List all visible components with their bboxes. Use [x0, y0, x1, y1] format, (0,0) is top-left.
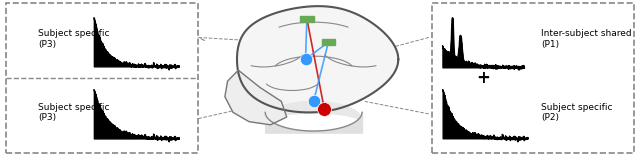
Text: +: +	[476, 69, 490, 87]
Polygon shape	[225, 70, 287, 125]
FancyBboxPatch shape	[6, 3, 198, 153]
Text: Inter-subject shared
(P1): Inter-subject shared (P1)	[541, 29, 632, 49]
Point	[319, 108, 330, 110]
Polygon shape	[265, 101, 362, 122]
FancyBboxPatch shape	[432, 3, 634, 153]
Text: Subject specific
(P3): Subject specific (P3)	[38, 103, 110, 122]
Polygon shape	[237, 6, 398, 112]
Point	[300, 58, 310, 61]
Text: Subject specific
(P2): Subject specific (P2)	[541, 103, 612, 122]
Bar	[300, 16, 314, 22]
Text: Subject specific
(P3): Subject specific (P3)	[38, 29, 110, 49]
Bar	[322, 39, 335, 45]
Point	[308, 100, 319, 103]
